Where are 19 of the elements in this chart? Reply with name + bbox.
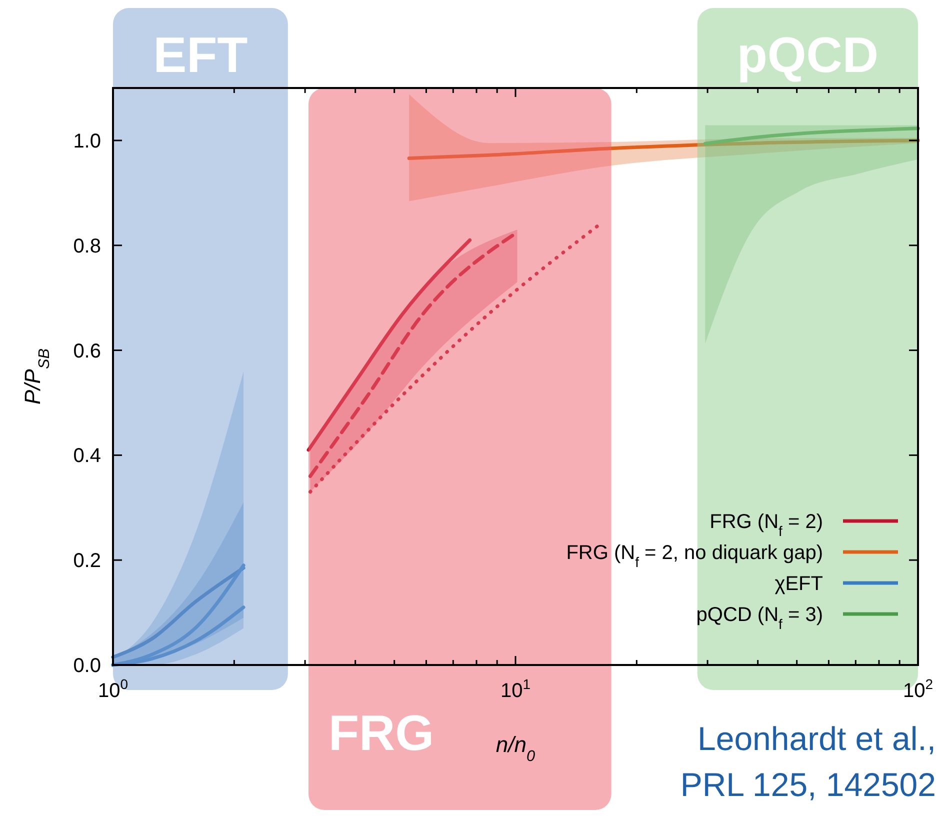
text: PRL 125, 142502	[680, 766, 936, 803]
band-label: FRG	[328, 705, 434, 761]
band-label: pQCD	[736, 27, 878, 83]
x-tick-label: 10$^{0}$	[98, 676, 128, 702]
x-tick-label: 10$^{1}$	[500, 676, 531, 702]
y-tick-label: 0.2	[73, 550, 101, 572]
text: Leonhardt et al.,	[697, 720, 936, 757]
y-tick-label: 1.0	[73, 130, 101, 152]
y-tick-label: 0.0	[73, 655, 101, 677]
y-tick-label: 0.8	[73, 235, 101, 258]
x-tick-label: 10$^{2}$	[902, 676, 934, 702]
y-tick-label: 0.4	[73, 445, 101, 468]
legend-label: FRG (N$_{f}$ = 2, no diquark gap)	[566, 542, 823, 570]
legend-label: pQCD (N$_{f}$ = 3)	[696, 604, 823, 632]
band-label: EFT	[153, 27, 248, 83]
x-axis-title: n/n$_{0}$	[496, 732, 536, 764]
legend-label: χEFT	[774, 573, 823, 595]
y-tick-label: 0.6	[73, 340, 101, 362]
legend-label: FRG (N$_{f}$ = 2)	[710, 511, 823, 539]
